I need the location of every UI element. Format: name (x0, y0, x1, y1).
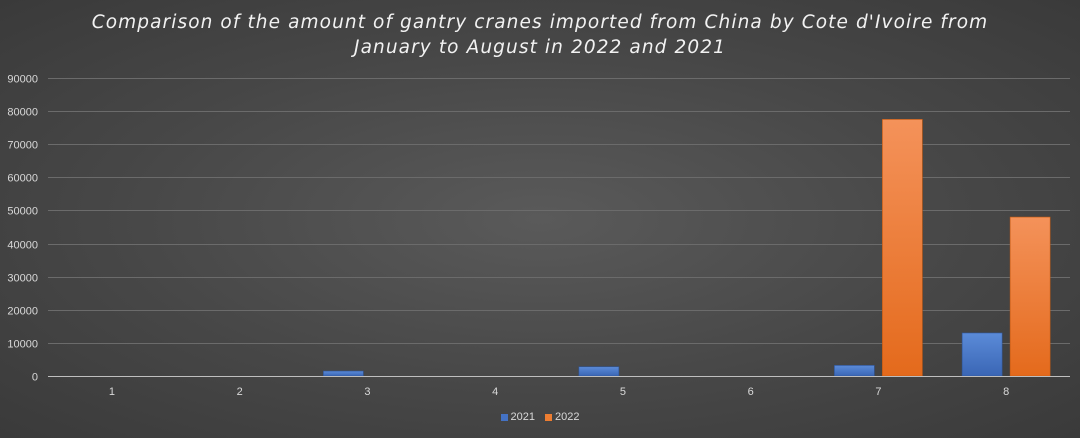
y-tick-label: 10000 (7, 339, 38, 351)
x-tick-label: 4 (492, 386, 498, 398)
chart-title-line-2: January to August in 2022 and 2021 (354, 37, 726, 58)
y-tick-label: 30000 (7, 273, 38, 285)
legend-swatch-2022 (545, 413, 552, 421)
legend-item-2022[interactable]: 2022 (545, 411, 579, 423)
y-tick-label: 70000 (7, 140, 38, 152)
axes: 0 10000 20000 30000 40000 50000 60000 70000 8000… (7, 74, 1070, 398)
y-tick-label: 0 (32, 372, 38, 384)
x-tick-label: 7 (875, 386, 881, 398)
y-tick-label: 50000 (7, 206, 38, 218)
x-tick-label: 3 (364, 386, 370, 398)
y-tick-label: 80000 (7, 107, 38, 119)
x-tick-label: 6 (748, 386, 754, 398)
bar-2021-5[interactable] (578, 366, 620, 377)
bars (323, 119, 1051, 377)
chart-title-line-1: Comparison of the amount of gantry crane… (91, 12, 989, 33)
x-tick-label: 8 (1003, 386, 1009, 398)
bar-2022-8[interactable] (1009, 216, 1051, 377)
x-tick-label: 2 (237, 386, 243, 398)
y-tick-label: 60000 (7, 173, 38, 185)
y-tick-label: 40000 (7, 240, 38, 252)
bar-2021-8[interactable] (961, 332, 1003, 377)
bar-2021-3[interactable] (323, 370, 364, 377)
legend-swatch-2021 (500, 413, 508, 421)
y-tick-label: 90000 (7, 74, 38, 86)
legend: 2021 2022 (0, 411, 1080, 423)
bar-2022-7[interactable] (882, 119, 923, 377)
y-tick-label: 20000 (7, 306, 38, 318)
legend-item-2021[interactable]: 2021 (500, 411, 535, 423)
x-tick-label: 1 (109, 386, 115, 398)
chart-title: Comparison of the amount of gantry crane… (0, 10, 1080, 60)
legend-label-2021: 2021 (510, 411, 535, 423)
bar-2021-7[interactable] (834, 365, 875, 377)
x-tick-label: 5 (620, 386, 626, 398)
legend-label-2022: 2022 (555, 411, 580, 423)
